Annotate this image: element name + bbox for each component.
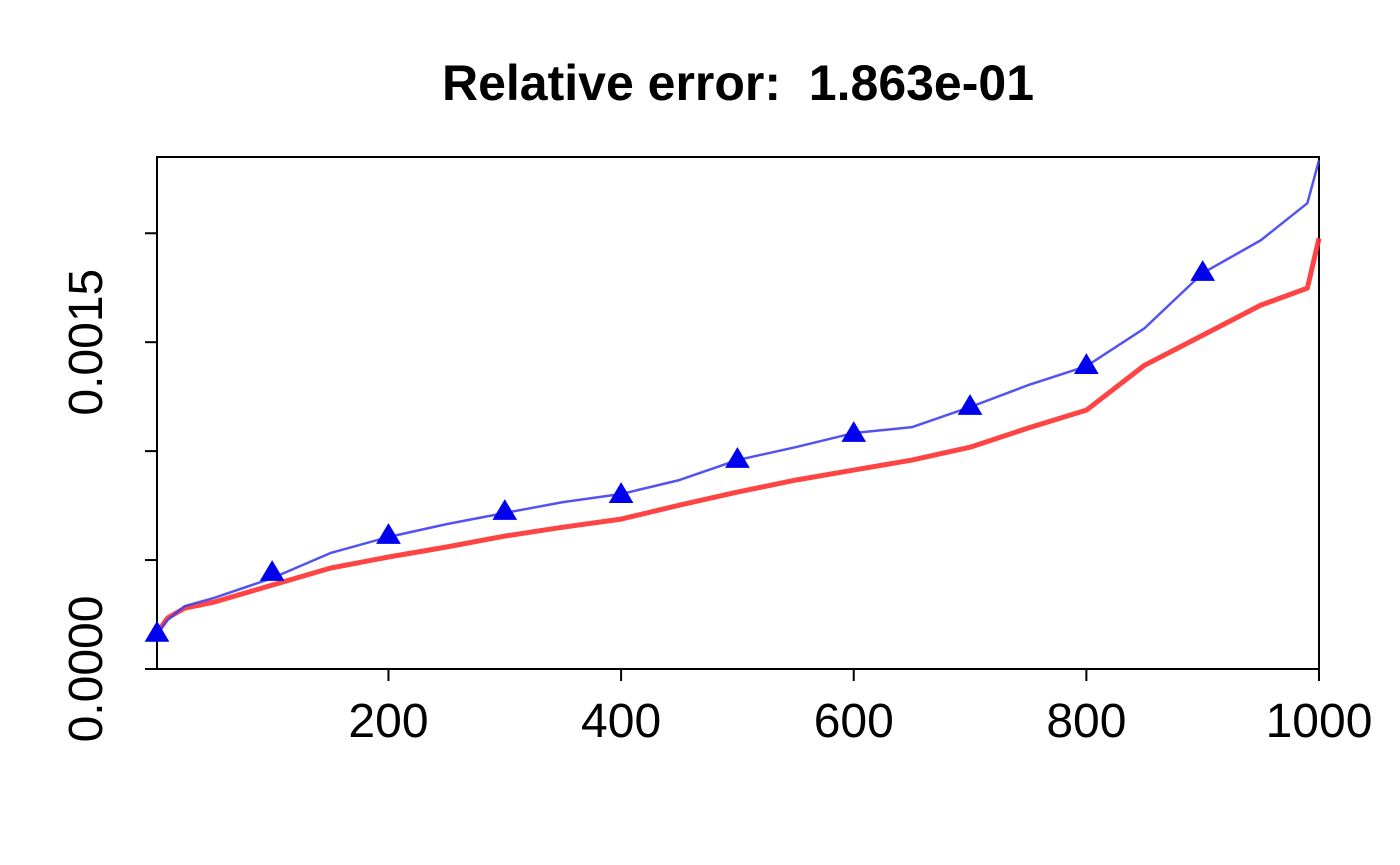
triangle-marker <box>492 499 518 520</box>
x-tick-label: 1000 <box>1266 695 1373 748</box>
triangle-marker <box>376 523 401 544</box>
triangle-marker <box>259 560 285 581</box>
plot-box <box>156 156 1320 670</box>
x-tick-label: 600 <box>814 695 894 748</box>
y-tick-label: 0.0000 <box>60 596 113 743</box>
x-tick-label: 800 <box>1046 695 1126 748</box>
y-tick-label: 0.0015 <box>60 269 113 416</box>
triangle-marker <box>957 394 983 415</box>
data-line <box>154 237 1322 635</box>
x-tick-label: 400 <box>581 695 661 748</box>
data-line <box>156 159 1321 635</box>
triangle-marker <box>1074 353 1099 374</box>
triangle-marker <box>1190 260 1216 281</box>
triangle-marker <box>144 620 170 642</box>
triangle-marker <box>608 482 634 503</box>
triangle-marker <box>725 447 750 468</box>
x-tick-label: 200 <box>348 695 428 748</box>
chart-title: Relative error: 1.863e-01 <box>442 55 1034 111</box>
triangle-marker <box>841 421 867 442</box>
